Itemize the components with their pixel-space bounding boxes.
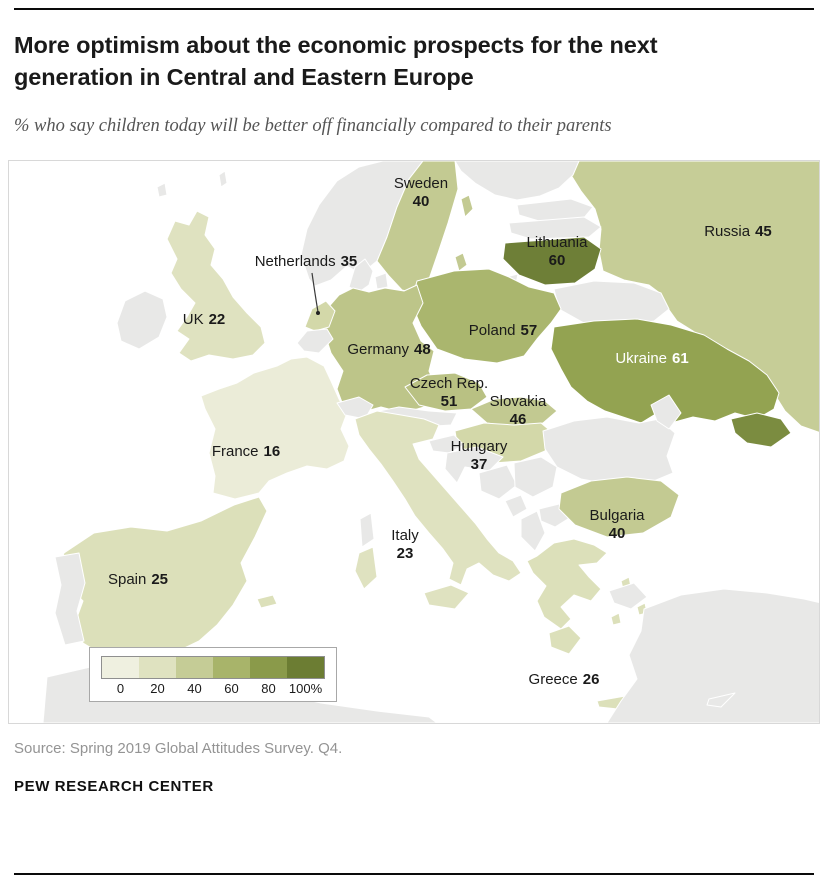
- netherlands-callout-dot: [316, 310, 320, 315]
- legend-swatch-4: [213, 656, 250, 678]
- bottom-rule: [14, 873, 814, 875]
- country-shape-switzerland: [336, 396, 374, 420]
- country-shape-italy: [354, 410, 522, 586]
- legend-swatch-1: [102, 656, 139, 678]
- island-zealand: [374, 272, 389, 290]
- country-shape-ukraine: [550, 318, 780, 424]
- legend-swatch-5: [250, 656, 287, 678]
- country-shape-czech-republic: [404, 372, 488, 412]
- island-cyprus: [706, 692, 736, 708]
- island-mallorca: [256, 594, 278, 609]
- country-shape-slovakia: [470, 396, 558, 428]
- country-shape-croatia: [444, 446, 504, 484]
- island-sardinia: [354, 546, 378, 590]
- country-shape-lithuania: [502, 236, 602, 286]
- country-shape-latvia: [508, 216, 602, 240]
- europe-map-svg: [42, 160, 819, 723]
- legend-tick: 80: [261, 680, 276, 696]
- legend-tick: 20: [150, 680, 165, 696]
- brand-footer: PEW RESEARCH CENTER: [14, 777, 214, 795]
- source-note: Source: Spring 2019 Global Attitudes Sur…: [14, 739, 343, 757]
- island-corsica: [359, 512, 375, 548]
- legend-tick: 40: [187, 680, 202, 696]
- country-shape-belarus: [553, 280, 670, 327]
- country-shape-serbia: [513, 456, 558, 498]
- country-shape-france: [200, 356, 350, 500]
- map-legend: 0 20 40 60 80 100%: [89, 646, 337, 702]
- top-rule: [14, 8, 814, 10]
- country-shape-ireland: [116, 290, 168, 350]
- country-shape-bosnia: [478, 464, 518, 500]
- country-shape-finland: [454, 160, 580, 201]
- island-oland: [454, 252, 468, 272]
- netherlands-callout-line: [311, 272, 319, 312]
- chart-subtitle: % who say children today will be better …: [14, 115, 612, 136]
- country-shape-romania: [542, 416, 676, 486]
- legend-tick: 0: [116, 680, 125, 696]
- island-faroe: [156, 182, 168, 198]
- country-shape-bulgaria: [558, 476, 680, 538]
- country-shape-poland: [410, 268, 562, 364]
- country-shape-uk: [166, 210, 266, 362]
- region-shape-turkish-thrace: [608, 582, 648, 610]
- region-shape-crimea: [730, 412, 792, 448]
- country-shape-spain: [58, 496, 268, 658]
- country-shape-germany: [323, 284, 438, 414]
- page-title: More optimism about the economic prospec…: [14, 32, 658, 90]
- legend-swatch-6: [287, 656, 324, 678]
- island-aegean-4: [610, 612, 622, 626]
- island-sicily: [423, 584, 470, 610]
- country-shape-slovenia: [428, 434, 465, 454]
- legend-color-scale: [101, 655, 325, 679]
- legend-swatch-2: [139, 656, 176, 678]
- country-shape-turkey: [606, 588, 819, 723]
- europe-choropleth-map: Sweden 40 Russia 45 Lithuania 60 Netherland…: [8, 159, 820, 724]
- legend-tick: 60: [224, 680, 239, 696]
- country-shape-greece: [526, 538, 608, 630]
- legend-tick: 100%: [288, 680, 323, 696]
- country-shape-portugal: [54, 552, 86, 646]
- legend-swatch-3: [176, 656, 213, 678]
- region-shape-peloponnese: [548, 625, 582, 655]
- legend-tick-labels: 0 20 40 60 80 100%: [102, 681, 324, 696]
- country-shape-russia: [570, 160, 819, 433]
- island-gotland: [460, 194, 474, 218]
- country-shape-montenegro: [504, 494, 528, 518]
- island-shetland: [218, 170, 228, 188]
- country-shape-belgium: [296, 328, 334, 354]
- country-shape-moldova: [650, 394, 682, 430]
- country-shape-albania: [520, 510, 546, 552]
